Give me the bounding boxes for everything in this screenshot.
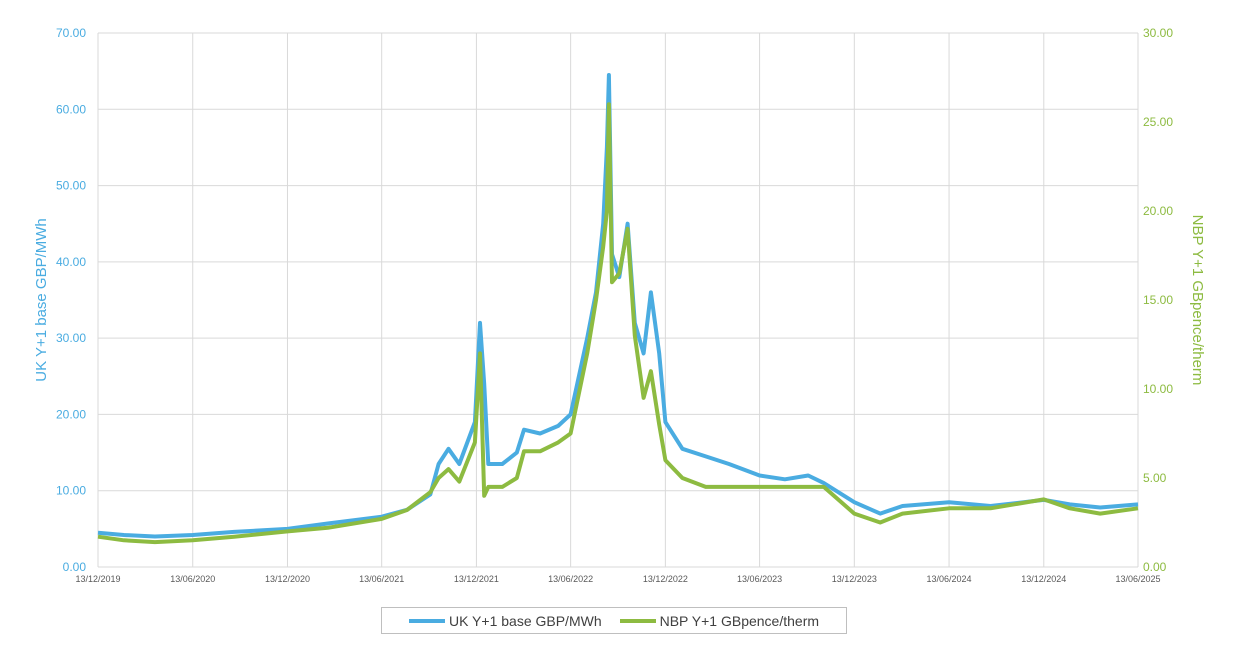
x-tick-label: 13/12/2023 (832, 574, 877, 584)
x-tick-label: 13/12/2019 (75, 574, 120, 584)
right-y-tick-label: 10.00 (1143, 382, 1173, 396)
legend-label-nbp-gas: NBP Y+1 GBpence/therm (659, 612, 820, 629)
x-tick-label: 13/06/2023 (737, 574, 782, 584)
left-y-axis-title: UK Y+1 base GBP/MWh (33, 218, 50, 382)
left-y-axis-ticks: 0.00 10.00 20.00 30.00 40.00 50.00 60.00 70.00 (56, 26, 86, 574)
x-tick-label: 13/12/2022 (643, 574, 688, 584)
right-y-tick-label: 0.00 (1143, 560, 1167, 574)
legend-swatch-uk-power (408, 618, 445, 623)
dual-axis-line-chart: 0.0010.0020.0030.0040.0050.0060.0070.00 … (33, 26, 1206, 584)
x-tick-label: 13/12/2021 (454, 574, 499, 584)
legend-swatch-nbp-gas (619, 618, 656, 623)
left-y-tick-label: 20.00 (56, 407, 86, 421)
legend-item-nbp-gas: NBP Y+1 GBpence/therm (619, 612, 820, 629)
right-y-axis-title: NBP Y+1 GBpence/therm (1189, 215, 1206, 386)
legend-label-uk-power: UK Y+1 base GBP/MWh (448, 612, 602, 629)
right-y-tick-label: 20.00 (1143, 204, 1173, 218)
x-axis-ticks: 13/12/2019 13/06/2020 13/12/2020 13/06/2021… (75, 574, 1160, 584)
right-y-tick-label: 15.00 (1143, 293, 1173, 307)
x-tick-label: 13/06/2022 (548, 574, 593, 584)
series-lines (97, 73, 1139, 545)
right-y-axis-ticks: 0.00 5.00 10.00 15.00 20.00 25.00 30.00 (1143, 26, 1173, 574)
gridlines (97, 32, 1139, 568)
left-y-tick-label: 40.00 (56, 255, 86, 269)
left-y-tick-label: 0.00 (63, 560, 87, 574)
right-y-tick-label: 5.00 (1143, 471, 1167, 485)
legend-item-uk-power: UK Y+1 base GBP/MWh (408, 612, 602, 629)
left-y-tick-label: 30.00 (56, 331, 86, 345)
left-y-tick-label: 60.00 (56, 102, 86, 116)
left-y-tick-label: 50.00 (56, 179, 86, 193)
right-y-tick-label: 25.00 (1143, 115, 1173, 129)
left-y-tick-label: 10.00 (56, 484, 86, 498)
x-tick-label: 13/06/2020 (170, 574, 215, 584)
series-line-uk-power (97, 73, 1139, 539)
legend: UK Y+1 base GBP/MWh NBP Y+1 GBpence/ther… (381, 607, 847, 634)
right-y-tick-label: 30.00 (1143, 26, 1173, 40)
x-tick-label: 13/06/2024 (927, 574, 972, 584)
series-line-nbp-gas (97, 102, 1139, 545)
x-tick-label: 13/06/2021 (359, 574, 404, 584)
x-tick-label: 13/12/2024 (1021, 574, 1066, 584)
x-tick-label: 13/06/2025 (1115, 574, 1160, 584)
x-tick-label: 13/12/2020 (265, 574, 310, 584)
left-y-tick-label: 70.00 (56, 26, 86, 40)
